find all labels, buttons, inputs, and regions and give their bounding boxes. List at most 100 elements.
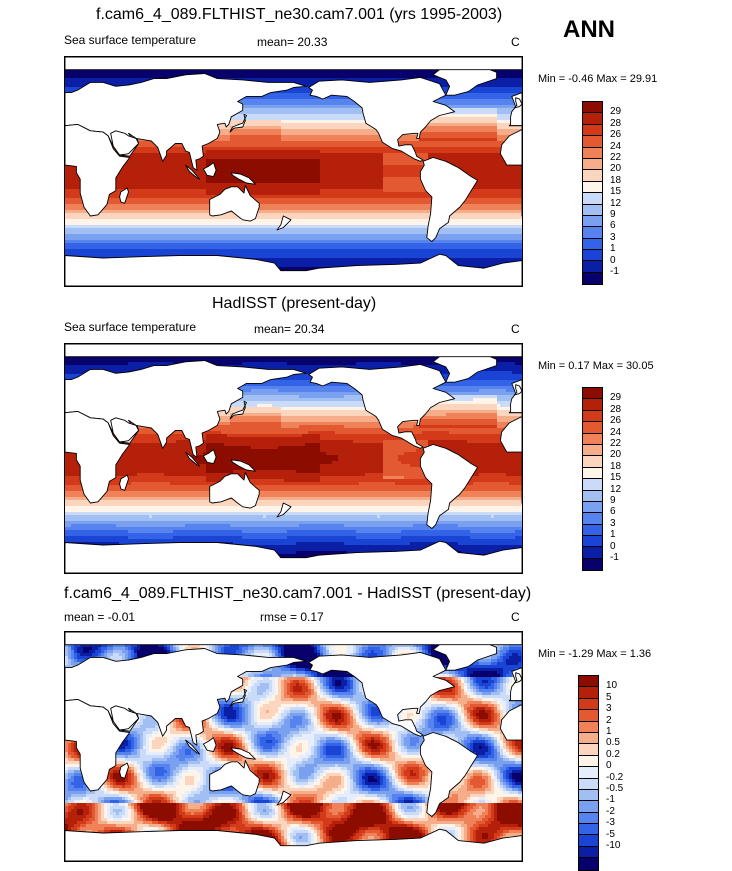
colorbar-tick-label: 0	[606, 761, 612, 771]
colorbar-swatch	[583, 170, 602, 181]
colorbar-swatch	[583, 456, 602, 467]
colorbar-swatch	[583, 547, 602, 558]
season-label: ANN	[563, 16, 615, 44]
map-field	[65, 57, 522, 286]
colorbar-swatch	[579, 801, 598, 812]
colorbar-swatch	[583, 502, 602, 513]
colorbar-swatch	[579, 733, 598, 744]
colorbar-tick-label: -3	[606, 818, 615, 828]
colorbar-swatch	[583, 113, 602, 124]
colorbar-tick-label: 18	[610, 462, 621, 472]
colorbar-tick-label: 0	[610, 542, 616, 552]
colorbar-tick-label: -0.5	[606, 784, 623, 794]
colorbar-swatch	[583, 182, 602, 193]
colorbar-swatch	[579, 813, 598, 824]
colorbar-swatch	[579, 779, 598, 790]
map-field	[65, 632, 522, 861]
colorbar-tick-label: 10	[606, 681, 617, 691]
colorbar-swatch	[583, 399, 602, 410]
colorbar-swatch	[583, 445, 602, 456]
colorbar-swatch	[583, 239, 602, 250]
colorbar-tick-label: 22	[610, 153, 621, 163]
colorbar-tick-label: 20	[610, 450, 621, 460]
colorbar-swatch	[579, 676, 598, 687]
colorbar-swatch	[583, 559, 602, 570]
colorbar-tick-label: 15	[610, 473, 621, 483]
colorbar-swatch	[583, 468, 602, 479]
colorbar-tick-label: 29	[610, 107, 621, 117]
colorbar-tick-label: 3	[610, 233, 616, 243]
colorbar-tick-label: -10	[606, 841, 620, 851]
colorbar-swatch	[583, 513, 602, 524]
colorbar-tick-label: 18	[610, 176, 621, 186]
colorbar-swatch	[583, 536, 602, 547]
colorbar-swatch	[583, 216, 602, 227]
colorbar-tick-label: 24	[610, 428, 621, 438]
colorbar-tick-label: 1	[610, 530, 616, 540]
panel1-minmax: Min = -0.46 Max = 29.91	[538, 73, 657, 85]
panel1-map	[64, 56, 523, 287]
colorbar-box	[582, 101, 603, 285]
colorbar-tick-label: 1	[610, 244, 616, 254]
panel1-units: C	[511, 35, 520, 49]
map-field	[65, 344, 522, 573]
panel2-minmax: Min = 0.17 Max = 30.05	[538, 360, 654, 372]
colorbar-swatch	[579, 835, 598, 846]
colorbar-swatch	[579, 790, 598, 801]
colorbar-swatch	[579, 710, 598, 721]
colorbar-swatch	[583, 136, 602, 147]
colorbar-swatch	[583, 159, 602, 170]
panel1-mean: mean= 20.33	[257, 35, 327, 49]
colorbar-swatch	[583, 250, 602, 261]
colorbar-tick-label: 22	[610, 439, 621, 449]
landmass-svalbard-arctic	[65, 632, 522, 645]
colorbar-swatch	[583, 422, 602, 433]
panel2-units: C	[511, 322, 520, 336]
colorbar-tick-label: 20	[610, 164, 621, 174]
colorbar-tick-label: 3	[606, 704, 612, 714]
colorbar-tick-label: 2	[606, 716, 612, 726]
panel3-map	[64, 631, 523, 862]
panel1-title: f.cam6_4_089.FLTHIST_ne30.cam7.001 (yrs …	[96, 6, 502, 24]
colorbar-tick-label: 12	[610, 199, 621, 209]
colorbar-tick-label: 12	[610, 485, 621, 495]
colorbar-swatch	[583, 434, 602, 445]
panel2-title: HadISST (present-day)	[212, 295, 376, 313]
panel3-rmse: rmse = 0.17	[260, 610, 324, 624]
colorbar-swatch	[583, 388, 602, 399]
panel2-map	[64, 343, 523, 574]
colorbar-tick-label: 6	[610, 507, 616, 517]
colorbar-tick-label: -1	[606, 795, 615, 805]
panel2-mean: mean= 20.34	[254, 322, 324, 336]
colorbar-swatch	[583, 148, 602, 159]
colorbar-swatch	[579, 687, 598, 698]
colorbar-swatch	[579, 744, 598, 755]
colorbar-swatch	[583, 193, 602, 204]
colorbar-tick-label: 26	[610, 130, 621, 140]
panel3-minmax: Min = -1.29 Max = 1.36	[538, 648, 651, 660]
colorbar-tick-label: 6	[610, 221, 616, 231]
colorbar-tick-label: 26	[610, 416, 621, 426]
colorbar-tick-label: -1	[610, 553, 619, 563]
colorbar-swatch	[583, 125, 602, 136]
panel3-units: C	[511, 610, 520, 624]
colorbar-swatch	[583, 227, 602, 238]
colorbar-tick-label: 0	[610, 256, 616, 266]
colorbar-tick-label: 15	[610, 187, 621, 197]
colorbar-swatch	[579, 824, 598, 835]
colorbar-swatch	[583, 261, 602, 272]
panel3-mean: mean = -0.01	[64, 610, 135, 624]
colorbar-tick-label: 24	[610, 142, 621, 152]
colorbar-tick-label: 28	[610, 405, 621, 415]
colorbar-tick-label: -1	[610, 267, 619, 277]
colorbar-swatch	[583, 479, 602, 490]
colorbar-swatch	[579, 767, 598, 778]
colorbar-swatch	[579, 722, 598, 733]
colorbar-tick-label: -0.2	[606, 773, 623, 783]
colorbar-tick-label: 9	[610, 210, 616, 220]
colorbar-swatch	[583, 273, 602, 284]
colorbar-swatch	[583, 102, 602, 113]
colorbar-swatch	[583, 491, 602, 502]
colorbar-swatch	[579, 847, 598, 858]
colorbar-swatch	[579, 699, 598, 710]
